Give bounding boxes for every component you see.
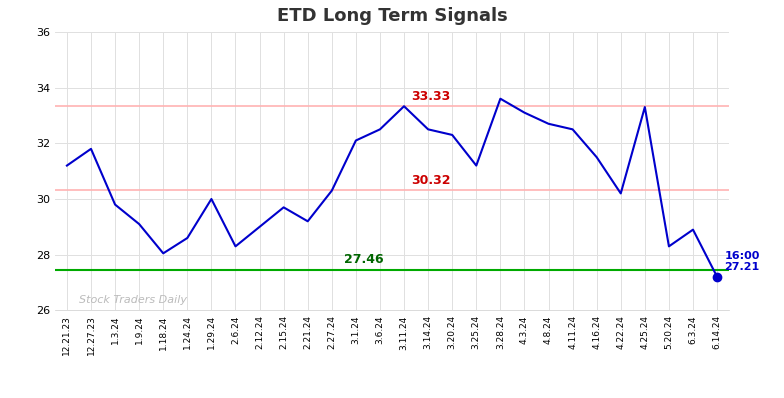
Text: Stock Traders Daily: Stock Traders Daily bbox=[79, 295, 187, 305]
Text: 27.46: 27.46 bbox=[344, 254, 383, 266]
Text: 33.33: 33.33 bbox=[412, 90, 451, 103]
Text: 16:00
27.21: 16:00 27.21 bbox=[724, 251, 760, 272]
Text: 30.32: 30.32 bbox=[412, 174, 451, 187]
Title: ETD Long Term Signals: ETD Long Term Signals bbox=[277, 7, 507, 25]
